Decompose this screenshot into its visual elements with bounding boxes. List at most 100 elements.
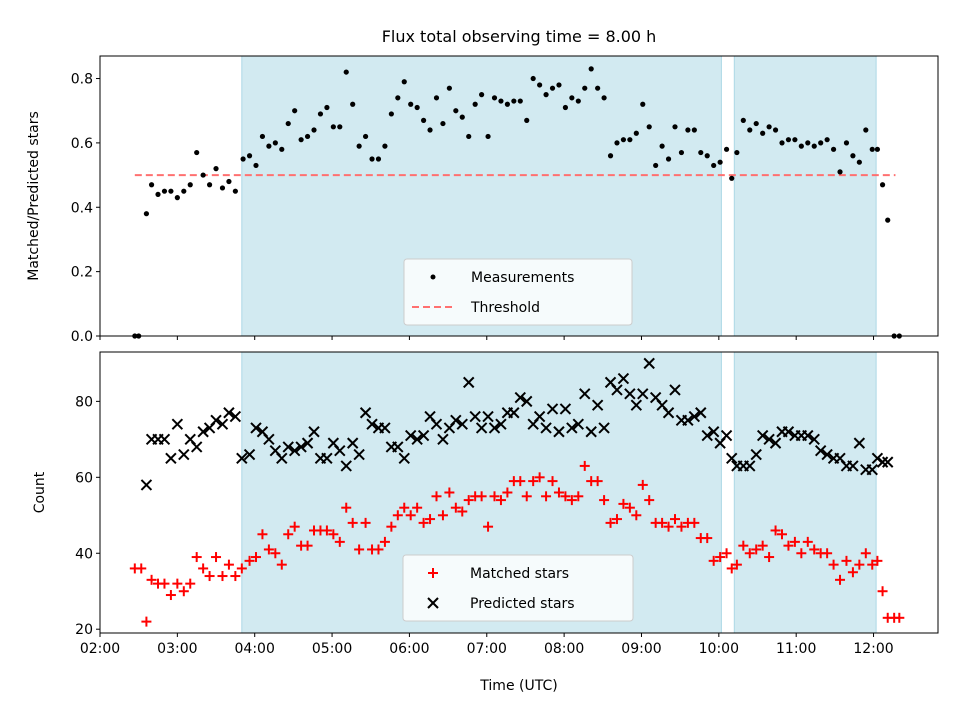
predicted-star-point xyxy=(359,407,372,419)
predicted-star-point xyxy=(617,372,630,385)
measurement-point xyxy=(549,85,556,91)
matched-star-point xyxy=(502,487,513,498)
measurement-point xyxy=(181,188,187,194)
measurement-point xyxy=(711,162,717,169)
predicted-star-point xyxy=(720,429,733,442)
predicted-star-point xyxy=(763,433,775,446)
predicted-star-point xyxy=(682,414,694,427)
top-x-ticks xyxy=(99,336,875,340)
matched-star-point xyxy=(178,586,189,597)
matched-star-point xyxy=(751,544,762,555)
predicted-star-point xyxy=(250,422,262,434)
predicted-star-point xyxy=(821,448,833,461)
matched-star-point xyxy=(185,578,196,589)
matched-star-point xyxy=(334,536,345,547)
measurement-point xyxy=(785,137,792,143)
predicted-star-point xyxy=(611,384,623,396)
measurement-point xyxy=(805,140,811,146)
measurement-point xyxy=(543,92,549,98)
matched-star-point xyxy=(476,491,487,502)
measurement-point xyxy=(298,137,304,143)
predicted-star-point xyxy=(782,426,795,438)
measurement-point xyxy=(401,79,407,85)
measurement-point xyxy=(317,111,324,117)
measurement-point xyxy=(885,217,891,223)
matched-star-point xyxy=(872,555,883,566)
measurement-point xyxy=(219,185,226,191)
predicted-star-point xyxy=(876,456,889,468)
matched-star-point xyxy=(412,502,423,513)
shaded-interval xyxy=(733,55,877,337)
matched-star-point xyxy=(592,476,603,487)
measurement-point xyxy=(717,159,723,165)
measurement-point xyxy=(792,137,798,143)
predicted-star-point xyxy=(210,414,222,427)
measurement-point xyxy=(723,146,730,152)
predicted-star-point xyxy=(624,388,636,400)
predicted-star-point xyxy=(726,452,738,465)
measurement-point xyxy=(350,101,356,107)
predicted-star-point xyxy=(223,407,235,419)
x-tick-label: 05:00 xyxy=(312,641,352,657)
predicted-star-point xyxy=(540,422,552,434)
measurement-point xyxy=(292,108,298,114)
measurement-point xyxy=(843,140,850,146)
measurement-point xyxy=(779,140,785,146)
x-axis-label: Time (UTC) xyxy=(479,678,557,694)
x-tick-label: 02:00 xyxy=(80,641,120,657)
matched-star-point xyxy=(425,514,436,525)
measurement-point xyxy=(760,130,766,136)
matched-star-point xyxy=(599,495,610,506)
y-tick-label: 60 xyxy=(75,470,93,486)
matched-star-point xyxy=(217,571,228,582)
predicted-stars-points xyxy=(140,357,894,491)
x-tick-label: 11:00 xyxy=(776,641,816,657)
measurement-point xyxy=(627,137,633,143)
matched-star-point xyxy=(257,529,268,540)
predicted-star-point xyxy=(463,376,475,389)
matched-star-point xyxy=(802,536,813,547)
legend-cross-glyph xyxy=(427,597,439,609)
matched-star-point xyxy=(867,559,878,570)
matched-star-point xyxy=(146,574,157,585)
matched-star-point xyxy=(463,495,474,506)
matched-star-point xyxy=(276,559,287,570)
matched-star-point xyxy=(789,536,800,547)
matched-star-point xyxy=(822,548,833,559)
measurement-point xyxy=(530,75,536,82)
top-legend: Measurements Threshold xyxy=(403,258,633,326)
predicted-star-point xyxy=(882,456,894,468)
matched-star-point xyxy=(198,563,209,574)
predicted-star-point xyxy=(814,445,827,457)
predicted-star-point xyxy=(334,445,346,457)
matched-star-point xyxy=(566,495,577,506)
predicted-star-point xyxy=(288,445,301,457)
predicted-star-point xyxy=(559,403,572,415)
matched-star-point xyxy=(860,548,871,559)
predicted-star-point xyxy=(178,448,190,461)
measurement-point xyxy=(874,146,881,152)
matched-star-point xyxy=(841,555,852,566)
predicted-star-point xyxy=(756,429,769,442)
top-y-axis-label: Matched/Predicted stars xyxy=(26,111,42,281)
legend-plus-glyph xyxy=(428,568,438,578)
matched-star-point xyxy=(579,460,590,471)
matched-star-point xyxy=(204,571,215,582)
bottom-legend: Matched stars Predicted stars xyxy=(402,554,634,622)
measurement-point xyxy=(143,211,150,217)
measurement-point xyxy=(511,98,517,104)
matched-star-point xyxy=(702,533,713,544)
predicted-star-point xyxy=(643,357,655,370)
matched-star-point xyxy=(676,521,687,532)
predicted-star-point xyxy=(197,426,209,438)
measurement-point xyxy=(837,169,843,175)
predicted-star-point xyxy=(295,441,307,453)
matched-star-point xyxy=(270,548,281,559)
measurement-point xyxy=(194,149,200,156)
predicted-star-point xyxy=(430,418,443,430)
predicted-star-point xyxy=(353,448,365,461)
matched-star-point xyxy=(721,548,732,559)
matched-star-point xyxy=(777,529,788,540)
measurement-point xyxy=(569,95,575,101)
measurement-point xyxy=(388,111,394,117)
